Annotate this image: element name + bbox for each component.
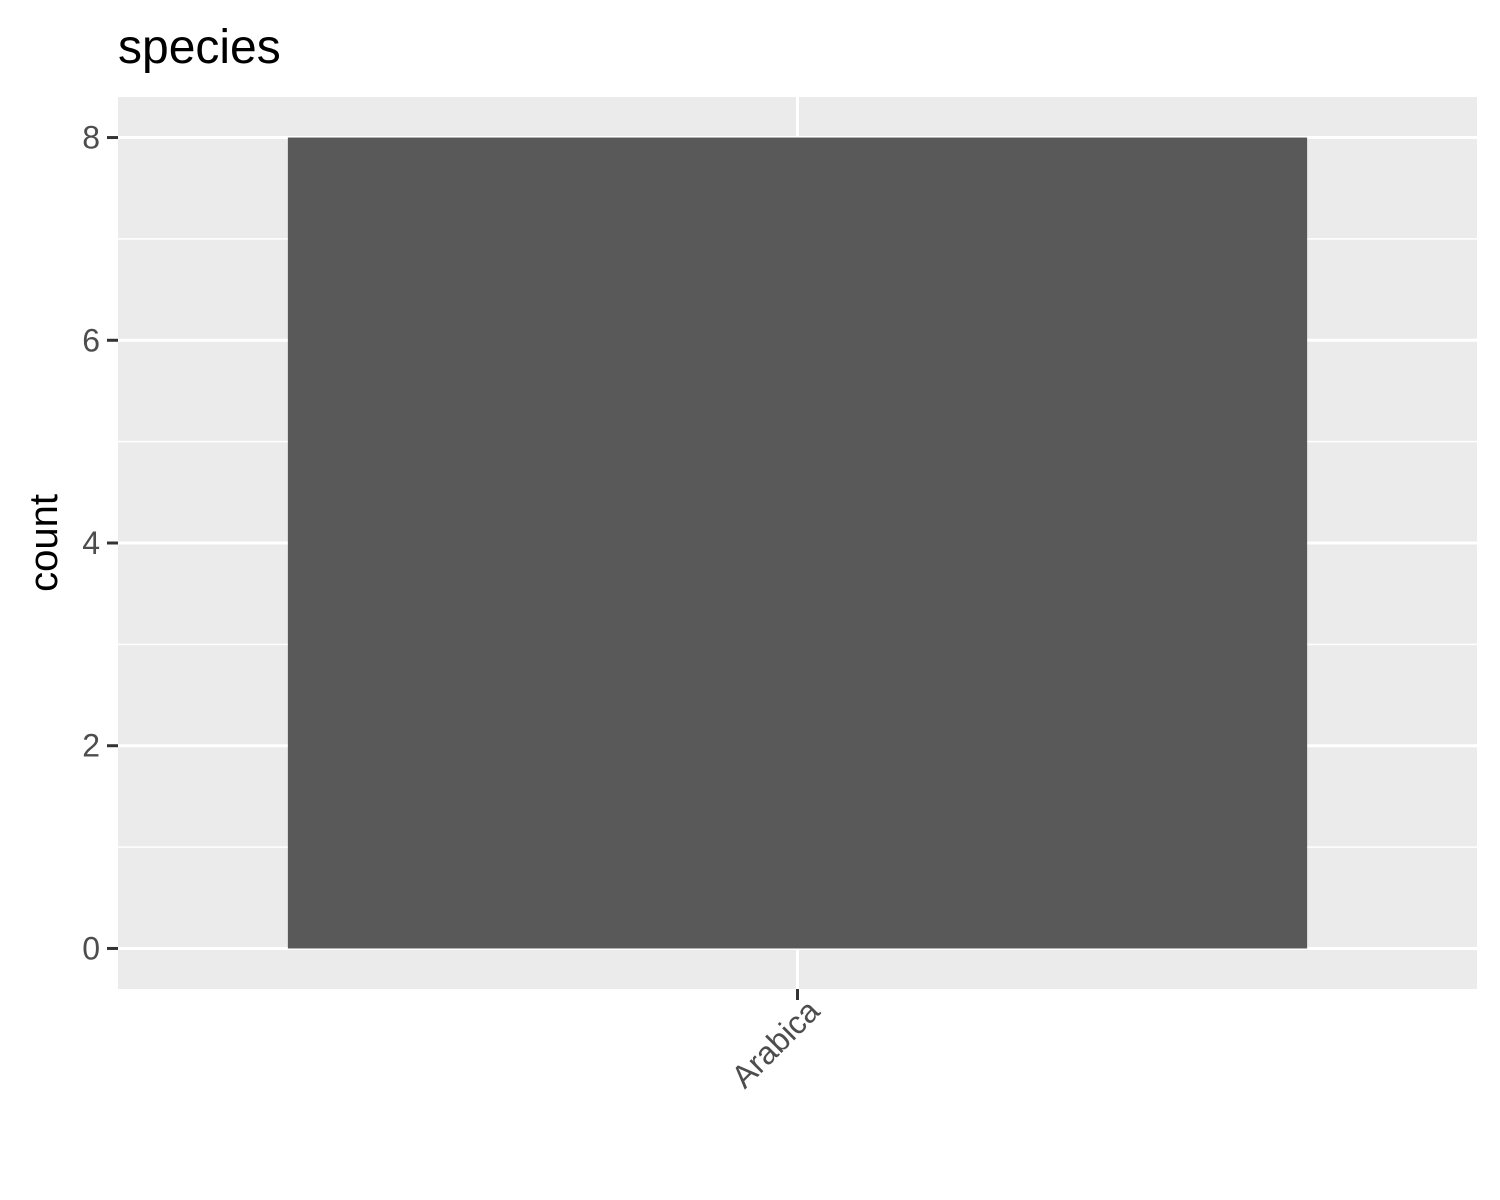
y-tick-label: 6 [82,322,100,358]
bars [287,137,1308,949]
y-axis: 0 2 4 6 8 [82,120,118,966]
chart-title: species [118,21,281,74]
y-tick-label: 8 [82,120,100,156]
x-tick-label: Arabica [724,992,826,1094]
y-tick-label: 4 [82,525,100,561]
x-axis: Arabica [724,989,827,1095]
y-axis-title: count [22,494,66,592]
bar-arabica [287,137,1308,949]
y-tick-label: 2 [82,728,100,764]
y-tick-label: 0 [82,930,100,966]
